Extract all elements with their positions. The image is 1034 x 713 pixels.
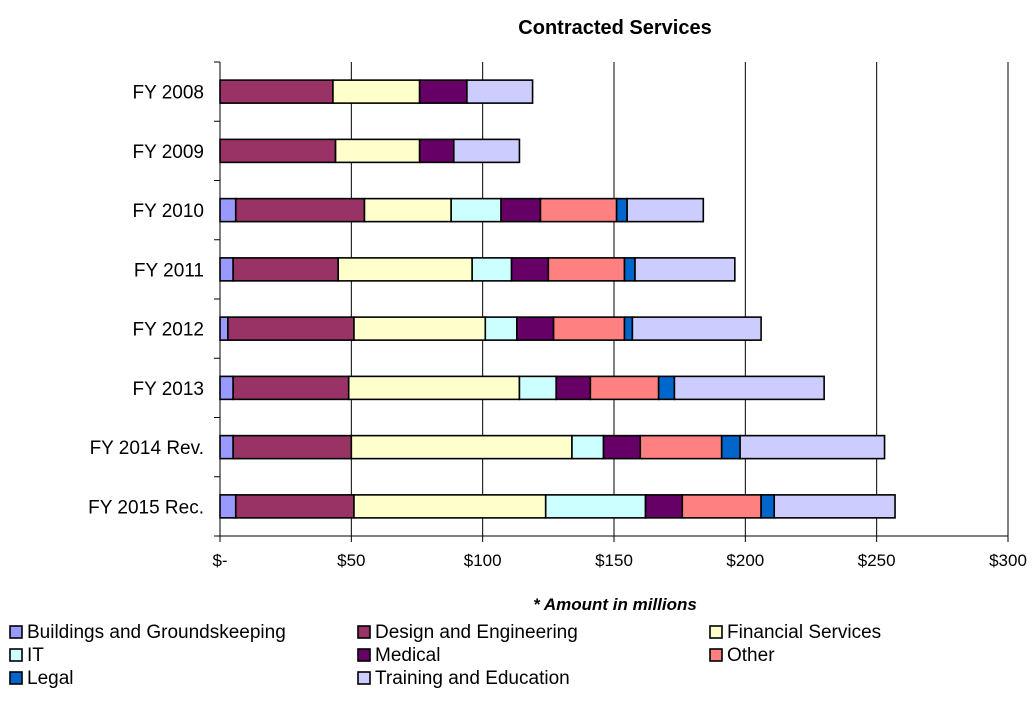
bar-segment [639, 434, 723, 460]
axes [214, 61, 1009, 542]
bar-segment [219, 316, 229, 341]
legend-label: Training and Education [375, 668, 570, 689]
bar-segment [418, 79, 468, 104]
bar-segment [634, 257, 736, 282]
category-label: FY 2009 [133, 142, 204, 163]
bar-segment [466, 79, 534, 104]
category-label: FY 2010 [133, 201, 204, 222]
category-label: FY 2015 Rec. [88, 497, 204, 518]
axis-note: * Amount in millions [533, 595, 697, 614]
bar-segment [353, 316, 487, 341]
bar-segment [353, 494, 547, 519]
bar-segment [547, 257, 626, 282]
category-label: FY 2012 [133, 320, 204, 341]
chart-title: Contracted Services [518, 17, 711, 39]
bar-segment [232, 257, 339, 282]
bar-segment [484, 316, 518, 341]
bar-segment [623, 257, 636, 282]
legend-label: Buildings and Groundskeeping [27, 622, 286, 643]
gridlines [350, 62, 1009, 536]
bar-segment [760, 494, 776, 519]
bar-segment [334, 138, 421, 164]
bar-segment [219, 138, 337, 164]
bar-segment [450, 197, 502, 223]
bar-segment [626, 197, 705, 223]
legend: Buildings and Groundskeeping Design and E… [9, 622, 881, 689]
bar-segment [337, 257, 473, 282]
bar-segment [500, 197, 542, 223]
x-tick-label: $- [212, 551, 227, 570]
bar-segment [234, 494, 355, 519]
legend-swatch [709, 625, 723, 639]
legend-label: Other [727, 645, 775, 666]
bar-segment [657, 375, 676, 401]
bar-segment [739, 434, 886, 460]
bar-segment [232, 434, 353, 460]
bar-segment [720, 434, 741, 460]
bar-segment [571, 434, 605, 460]
legend-label: Financial Services [727, 622, 881, 643]
bar-segment [544, 494, 647, 519]
bar-segment [332, 79, 421, 104]
bar-segment [602, 434, 642, 460]
category-label: FY 2014 Rev. [90, 438, 204, 459]
x-tick-label: $200 [726, 551, 764, 570]
legend-swatch [9, 648, 23, 662]
bar-segment [350, 434, 573, 460]
bar-segment [644, 494, 684, 519]
bar-segment [471, 257, 513, 282]
bar-segment [219, 494, 237, 519]
bar-segment [615, 197, 628, 223]
bar-segment [631, 316, 762, 341]
legend-label: Legal [27, 668, 74, 689]
bar-segment [219, 197, 237, 223]
category-label: FY 2011 [134, 260, 204, 281]
x-tick-label: $100 [464, 551, 502, 570]
bar-segment [219, 257, 234, 282]
category-label: FY 2008 [133, 83, 204, 104]
bars [219, 79, 896, 519]
bar-segment [363, 197, 452, 223]
category-labels: FY 2008 FY 2009 FY 2010 FY 2011 FY 2012 FY 20… [88, 83, 204, 519]
bar-segment [518, 375, 558, 401]
legend-label: Medical [375, 645, 440, 666]
bar-segment [347, 375, 521, 401]
x-tick-label: $300 [989, 551, 1027, 570]
x-tick-label: $50 [337, 551, 365, 570]
bar-segment [589, 375, 660, 401]
legend-swatch [357, 648, 371, 662]
bar-segment [552, 316, 626, 341]
x-tick-labels: $- $50 $100 $150 $200 $250 $300 [212, 551, 1026, 570]
legend-swatch [9, 625, 23, 639]
x-tick-label: $250 [858, 551, 896, 570]
legend-label: IT [27, 645, 44, 666]
bar-segment [219, 375, 234, 401]
bar-segment [219, 79, 334, 104]
legend-swatch [709, 648, 723, 662]
bar-segment [681, 494, 762, 519]
bar-segment [418, 138, 455, 164]
x-tick-label: $150 [595, 551, 633, 570]
bar-segment [452, 138, 521, 164]
bar-segment [673, 375, 825, 401]
bar-segment [623, 316, 634, 341]
bar-segment [232, 375, 350, 401]
bar-segment [227, 316, 355, 341]
category-label: FY 2013 [133, 379, 204, 400]
legend-label: Design and Engineering [375, 622, 578, 643]
bar-segment [539, 197, 618, 223]
legend-swatch [357, 625, 371, 639]
bar-segment [219, 434, 234, 460]
bar-segment [555, 375, 592, 401]
legend-swatch [9, 671, 23, 685]
legend-swatch [357, 671, 371, 685]
bar-segment [516, 316, 555, 341]
bar-segment [773, 494, 896, 519]
bar-segment [234, 197, 366, 223]
bar-segment [510, 257, 550, 282]
